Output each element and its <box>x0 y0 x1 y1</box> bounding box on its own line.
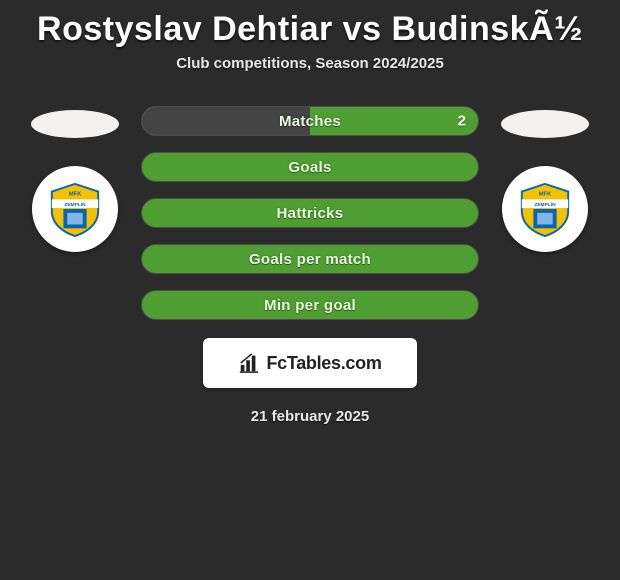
right-player-avatar-placeholder <box>501 110 589 138</box>
shield-icon: MFK ZEMPLÍN <box>46 180 104 238</box>
shield-icon: MFK ZEMPLÍN <box>516 180 574 238</box>
stat-row-goals: Goals <box>141 152 479 182</box>
branding-badge: FcTables.com <box>203 338 417 388</box>
right-player-column: MFK ZEMPLÍN <box>495 96 595 252</box>
stat-label: Min per goal <box>264 297 356 314</box>
left-player-avatar-placeholder <box>31 110 119 138</box>
branding-text: FcTables.com <box>266 353 381 374</box>
svg-text:MFK: MFK <box>69 191 82 197</box>
right-club-crest: MFK ZEMPLÍN <box>502 166 588 252</box>
stat-row-hattricks: Hattricks <box>141 198 479 228</box>
left-player-column: MFK ZEMPLÍN <box>25 96 125 252</box>
stat-row-goals-per-match: Goals per match <box>141 244 479 274</box>
comparison-card: Rostyslav Dehtiar vs BudinskÃ½ Club comp… <box>0 0 620 425</box>
stat-value-right: 2 <box>458 113 466 130</box>
bar-chart-icon <box>238 352 260 374</box>
left-club-crest: MFK ZEMPLÍN <box>32 166 118 252</box>
page-title: Rostyslav Dehtiar vs BudinskÃ½ <box>0 6 620 55</box>
page-subtitle: Club competitions, Season 2024/2025 <box>0 55 620 72</box>
comparison-body: MFK ZEMPLÍN Matches 2 Goals <box>0 96 620 320</box>
stat-label: Goals per match <box>249 251 371 268</box>
stat-row-min-per-goal: Min per goal <box>141 290 479 320</box>
stat-label: Matches <box>279 113 341 130</box>
stat-row-matches: Matches 2 <box>141 106 479 136</box>
stat-bars: Matches 2 Goals Hattricks G <box>141 96 479 320</box>
footer-date: 21 february 2025 <box>0 408 620 425</box>
stat-label: Goals <box>288 159 331 176</box>
stat-label: Hattricks <box>277 205 344 222</box>
svg-text:MFK: MFK <box>539 191 552 197</box>
